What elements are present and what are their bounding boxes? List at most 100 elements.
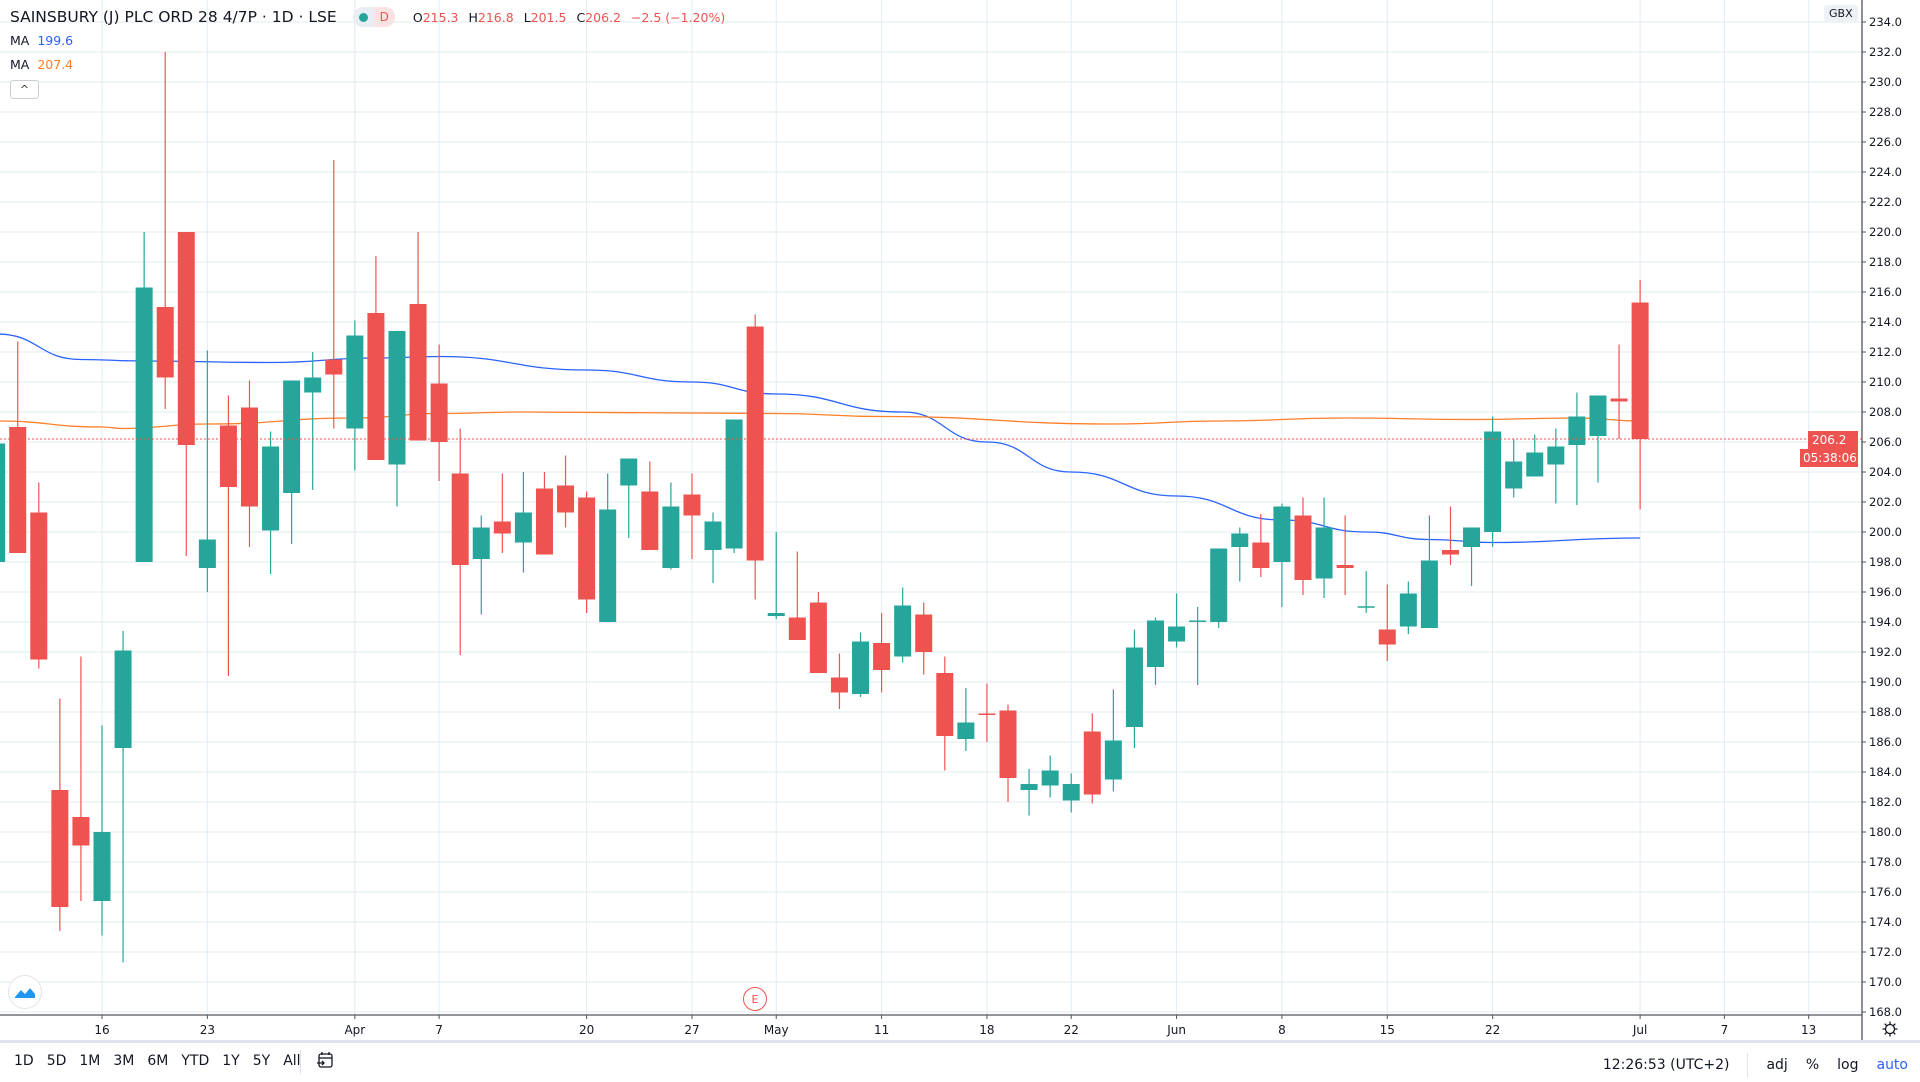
candle-body: [704, 521, 722, 550]
candle-body: [198, 539, 216, 568]
candle-body: [1441, 550, 1459, 555]
range-6m[interactable]: 6M: [147, 1053, 169, 1069]
price-tick-label: 176.0: [1869, 885, 1902, 899]
settings-gear-icon[interactable]: [1880, 1021, 1900, 1040]
price-tick-label: 192.0: [1869, 645, 1902, 659]
candle-body: [367, 313, 385, 460]
candle-up: [1147, 617, 1164, 685]
candle-body: [683, 494, 701, 516]
candle-down: [936, 656, 954, 771]
price-tick-label: 218.0: [1869, 255, 1902, 269]
time-tick-label: 20: [579, 1023, 594, 1037]
price-tick-label: 182.0: [1869, 795, 1902, 809]
high-value: 216.8: [477, 9, 514, 25]
range-3m[interactable]: 3M: [113, 1053, 135, 1069]
candle-body: [346, 335, 364, 429]
percent-toggle[interactable]: %: [1805, 1057, 1820, 1073]
candle-body: [1378, 629, 1396, 645]
market-status[interactable]: D: [352, 7, 395, 27]
candle-up: [388, 331, 406, 507]
ma-legend-slow[interactable]: MA 207.4: [10, 57, 73, 72]
range-1d[interactable]: 1D: [14, 1053, 34, 1069]
range-ytd[interactable]: YTD: [181, 1053, 210, 1069]
earnings-marker[interactable]: E: [743, 987, 767, 1011]
ma-legend-fast[interactable]: MA 199.6: [10, 33, 73, 48]
candle-body: [1231, 533, 1249, 547]
candle-body: [451, 473, 469, 565]
candle-up: [957, 688, 975, 751]
candle-down: [1631, 280, 1649, 510]
candle-up: [1210, 548, 1228, 628]
time-tick-label: Apr: [344, 1023, 365, 1037]
candle-body: [746, 326, 764, 561]
candlestick-chart[interactable]: 168.0 170.0 172.0 174.0 176.0 178.0 180.0 182.0…: [0, 0, 1920, 1041]
price-tick-label: 188.0: [1869, 705, 1902, 719]
range-5y[interactable]: 5Y: [252, 1053, 271, 1069]
symbol-title[interactable]: SAINSBURY (J) PLC ORD 28 4/7P · 1D · LSE: [10, 8, 337, 26]
auto-scale-toggle[interactable]: auto: [1876, 1057, 1908, 1073]
range-1m[interactable]: 1M: [79, 1053, 101, 1069]
bottom-toolbar: 1D 5D 1M 3M 6M YTD 1Y 5Y All 12:26:53 (U…: [0, 1041, 1920, 1082]
time-tick-label: 22: [1064, 1023, 1079, 1037]
range-5d[interactable]: 5D: [46, 1053, 67, 1069]
close-label: C: [576, 9, 586, 25]
candle-up: [1568, 392, 1586, 505]
clock-timezone[interactable]: 12:26:53 (UTC+2): [1602, 1057, 1730, 1073]
price-tick-label: 208.0: [1869, 405, 1902, 419]
candle-body: [219, 425, 237, 487]
candle-up: [1484, 416, 1502, 547]
candle-down: [1610, 344, 1628, 439]
candle-down: [683, 473, 701, 559]
candle-body: [1568, 416, 1586, 445]
candles: [0, 52, 1649, 963]
candle-body: [430, 383, 448, 442]
candle-down: [788, 551, 806, 640]
price-tick-label: 200.0: [1869, 525, 1902, 539]
range-all[interactable]: All: [283, 1053, 301, 1069]
candle-up: [1505, 439, 1523, 498]
candle-body: [1463, 527, 1481, 547]
go-to-date-calendar-icon[interactable]: [316, 1051, 334, 1073]
candle-down: [409, 232, 427, 441]
candle-body: [9, 427, 27, 553]
adj-toggle[interactable]: adj: [1766, 1057, 1788, 1073]
candle-body: [599, 509, 617, 622]
candle-up: [894, 587, 912, 663]
candle-body: [30, 512, 48, 660]
candle-down: [915, 602, 933, 675]
candle-down: [325, 160, 343, 429]
log-toggle[interactable]: log: [1837, 1057, 1859, 1073]
candle-down: [1336, 515, 1354, 595]
divider: [1747, 1053, 1749, 1077]
price-tick-label: 190.0: [1869, 675, 1902, 689]
candle-body: [1168, 626, 1186, 642]
ma-value: 199.6: [37, 33, 74, 48]
currency-label[interactable]: GBX: [1824, 5, 1858, 22]
tradingview-logo-icon[interactable]: [8, 975, 42, 1009]
candle-body: [767, 613, 785, 616]
range-1y[interactable]: 1Y: [222, 1053, 240, 1069]
candle-up: [662, 482, 680, 570]
candle-down: [177, 232, 195, 556]
axes: 168.0 170.0 172.0 174.0 176.0 178.0 180.0 182.0…: [0, 0, 1920, 1041]
range-selector: 1D 5D 1M 3M 6M YTD 1Y 5Y All: [14, 1053, 314, 1069]
candle-body: [304, 377, 322, 393]
low-label: L: [523, 9, 531, 25]
candle-body: [1336, 565, 1354, 568]
candle-down: [493, 473, 511, 553]
candle-down: [1378, 584, 1396, 661]
candle-body: [1399, 593, 1417, 627]
candle-body: [1484, 431, 1502, 532]
candle-up: [725, 419, 743, 553]
candle-up: [93, 725, 111, 936]
candle-body: [409, 304, 427, 441]
time-tick-label: 7: [1721, 1023, 1729, 1037]
time-tick-label: Jun: [1166, 1023, 1186, 1037]
time-tick-label: 27: [684, 1023, 699, 1037]
change-value: −2.5 (−1.20%): [630, 9, 726, 25]
collapse-legend-button[interactable]: ^: [10, 80, 39, 99]
price-tick-label: 220.0: [1869, 225, 1902, 239]
price-tick-label: 174.0: [1869, 915, 1902, 929]
candle-body: [283, 380, 301, 493]
candle-body: [1357, 606, 1375, 608]
